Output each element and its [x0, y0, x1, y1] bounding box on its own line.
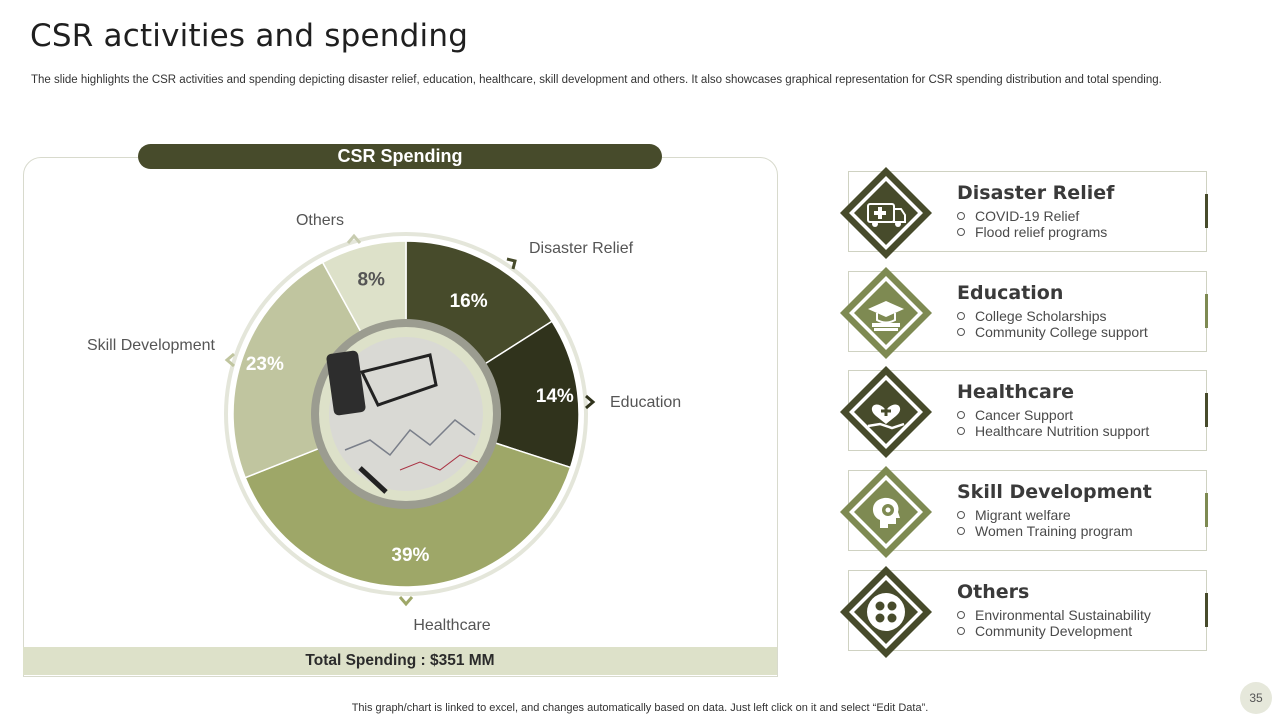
pie-data-label: 39% [391, 545, 429, 566]
card-edge-accent [1205, 593, 1208, 627]
card-edge-accent [1205, 493, 1208, 527]
slide-title: CSR activities and spending [30, 18, 469, 54]
footer-note: This graph/chart is linked to excel, and… [351, 702, 929, 714]
bullet-icon [957, 212, 965, 220]
center-photo [329, 337, 483, 491]
category-name: Healthcare [957, 381, 1075, 403]
list-item: Healthcare Nutrition support [957, 423, 1149, 439]
chevron-icon [506, 257, 517, 270]
four-dots-icon [838, 564, 934, 660]
category-name: Skill Development [957, 481, 1152, 503]
list-item: College Scholarships [957, 308, 1148, 324]
list-item: Environmental Sustainability [957, 607, 1151, 623]
pen-graphic [358, 466, 388, 494]
bullet-icon [957, 611, 965, 619]
slide-subtitle: The slide highlights the CSR activities … [31, 74, 1162, 86]
list-item: COVID-19 Relief [957, 208, 1107, 224]
pie-category-label: Healthcare [413, 617, 490, 634]
chart-line-graphic [344, 419, 476, 457]
category-item-text: Community College support [975, 324, 1148, 340]
bullet-icon [957, 627, 965, 635]
graduation-cap-icon [838, 265, 934, 361]
bullet-icon [957, 511, 965, 519]
list-item: Flood relief programs [957, 224, 1107, 240]
page-number: 35 [1240, 682, 1272, 714]
head-gear-icon [838, 464, 934, 560]
category-items: Environmental Sustainability Community De… [957, 607, 1151, 639]
chevron-icon [585, 394, 596, 410]
bullet-icon [957, 411, 965, 419]
category-item-text: Healthcare Nutrition support [975, 423, 1150, 439]
total-spending: Total Spending : $351 MM [23, 647, 777, 675]
phone-graphic [326, 350, 366, 416]
list-item: Women Training program [957, 523, 1133, 539]
chevron-icon [346, 233, 362, 244]
bullet-icon [957, 312, 965, 320]
category-item-text: Environmental Sustainability [975, 607, 1151, 623]
category-item-text: COVID-19 Relief [975, 208, 1080, 224]
category-items: Cancer Support Healthcare Nutrition suppo… [957, 407, 1149, 439]
category-name: Disaster Relief [957, 182, 1115, 204]
chevron-icon [224, 352, 235, 368]
pie-category-label: Disaster Relief [529, 240, 634, 257]
category-name: Education [957, 282, 1064, 304]
category-items: College Scholarships Community College su… [957, 308, 1148, 340]
pie-category-label: Others [296, 212, 344, 229]
chart-header: CSR Spending [138, 144, 662, 169]
pie-data-label: 16% [450, 291, 488, 312]
pie-data-label: 14% [536, 386, 574, 407]
list-item: Community College support [957, 324, 1148, 340]
category-item-text: College Scholarships [975, 308, 1107, 324]
category-item-text: Cancer Support [975, 407, 1074, 423]
category-items: COVID-19 Relief Flood relief programs [957, 208, 1107, 240]
bullet-icon [957, 228, 965, 236]
list-item: Migrant welfare [957, 507, 1133, 523]
list-item: Community Development [957, 623, 1151, 639]
card-edge-accent [1205, 194, 1208, 228]
category-item-text: Flood relief programs [975, 224, 1108, 240]
bullet-icon [957, 427, 965, 435]
pie-data-label: 23% [246, 354, 284, 375]
pie-outer-ring [224, 232, 588, 596]
heart-care-icon [838, 364, 934, 460]
pie-category-label: Skill Development [87, 337, 216, 354]
category-name: Others [957, 581, 1030, 603]
card-edge-accent [1205, 393, 1208, 427]
category-item-text: Migrant welfare [975, 507, 1071, 523]
clipboard-graphic [359, 353, 438, 407]
list-item: Cancer Support [957, 407, 1149, 423]
pie-data-label: 8% [357, 269, 385, 290]
card-edge-accent [1205, 294, 1208, 328]
chart-line-graphic [399, 454, 479, 471]
category-items: Migrant welfare Women Training program [957, 507, 1133, 539]
bullet-icon [957, 328, 965, 336]
ambulance-icon [838, 165, 934, 261]
category-item-text: Women Training program [975, 523, 1133, 539]
bullet-icon [957, 527, 965, 535]
chevron-icon [398, 596, 414, 607]
pie-category-label: Education [610, 394, 681, 411]
category-item-text: Community Development [975, 623, 1133, 639]
